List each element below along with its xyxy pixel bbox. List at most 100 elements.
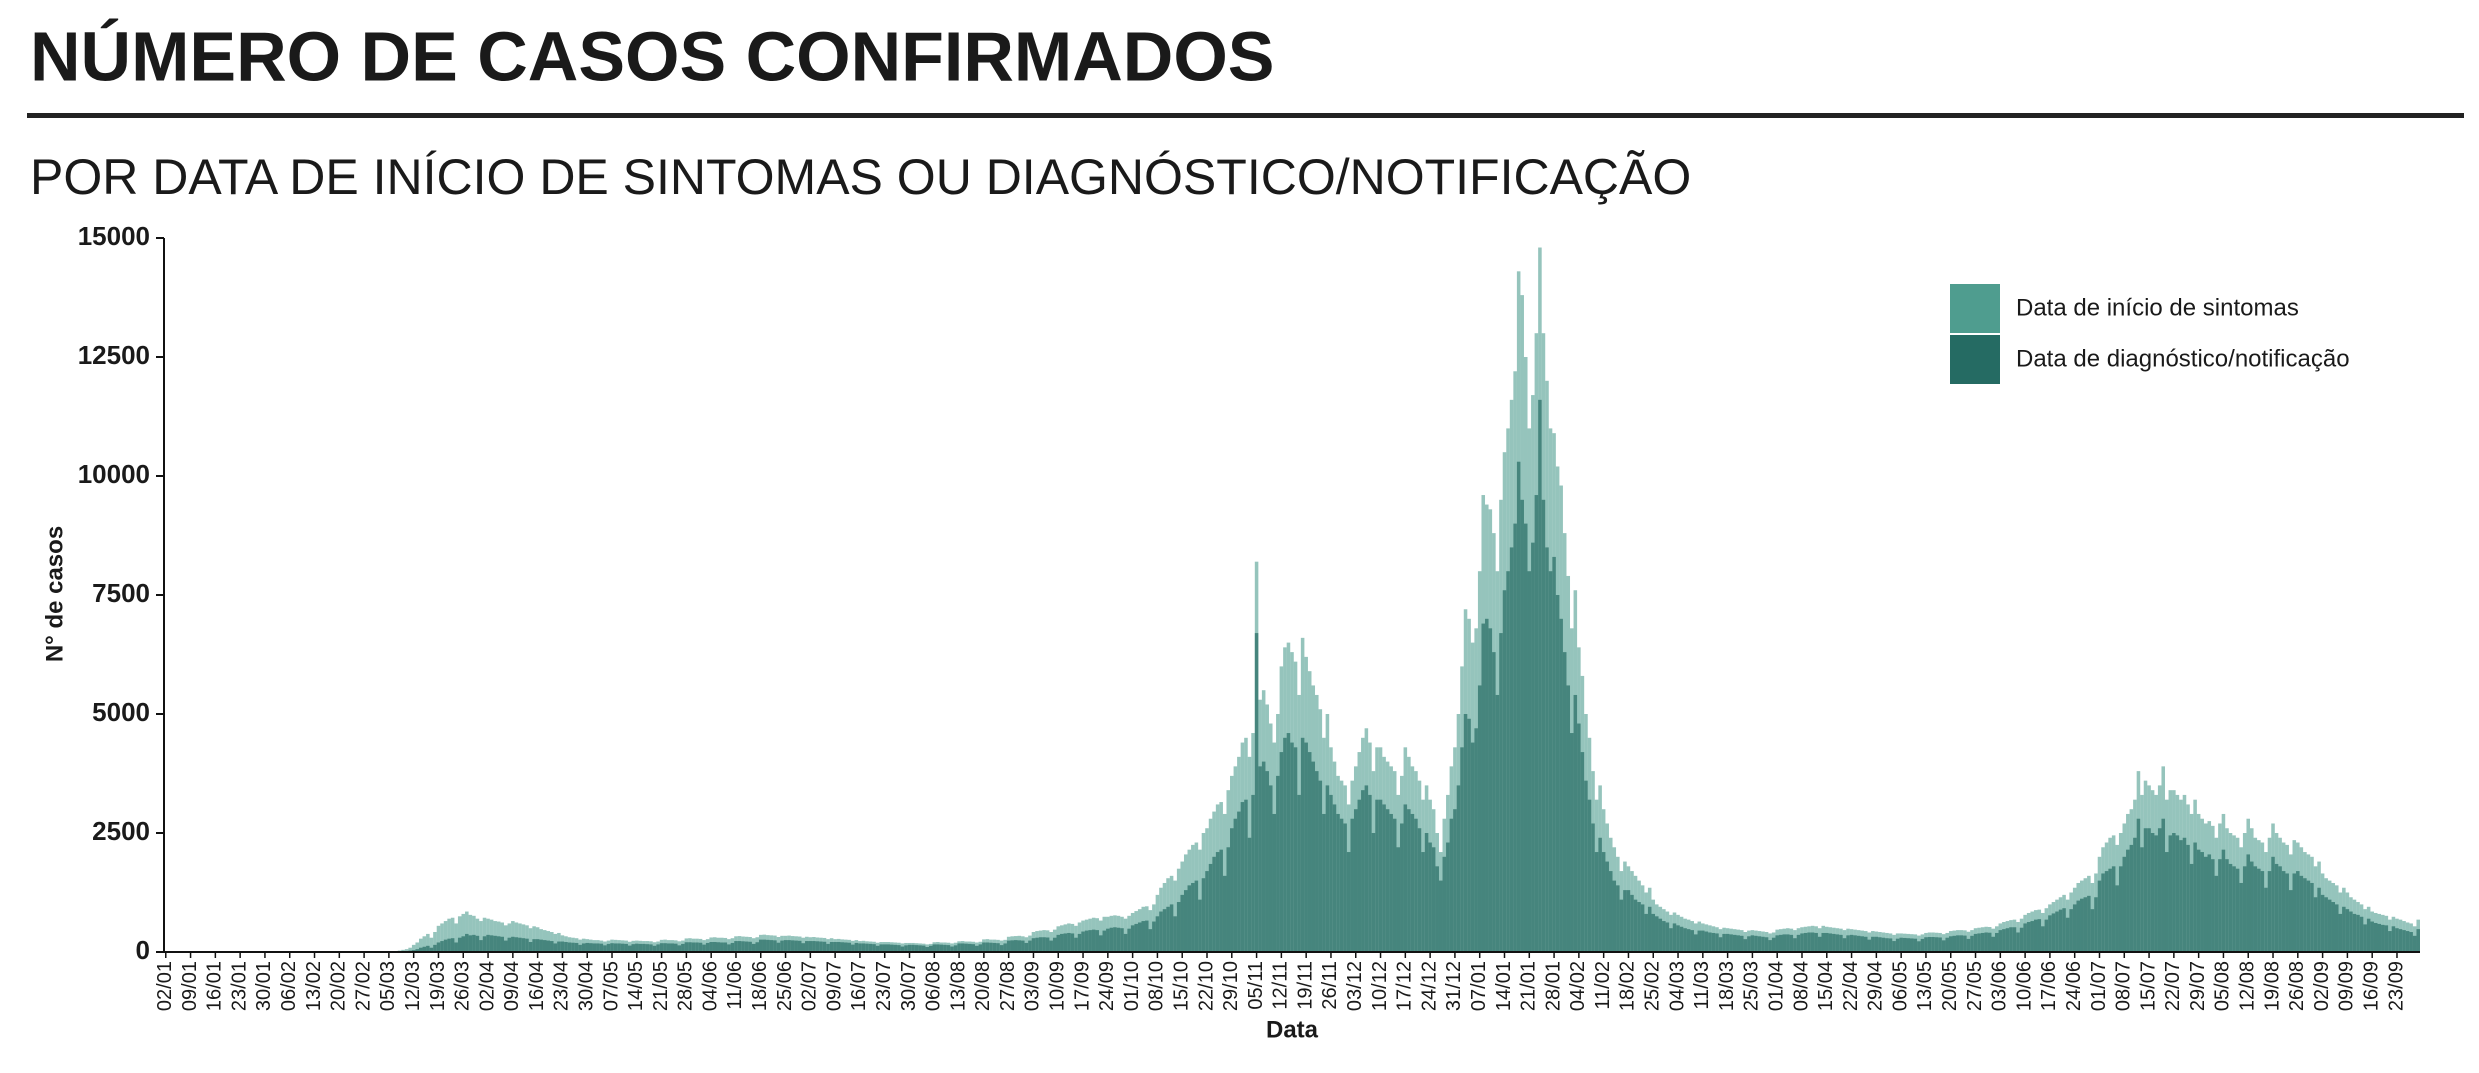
bar [1875, 937, 1879, 952]
bar [1103, 931, 1107, 952]
x-tick-label: 18/02 [1617, 961, 1639, 1011]
bar [508, 938, 512, 952]
bar [2303, 878, 2307, 952]
bar [1365, 785, 1369, 952]
bar [2176, 835, 2180, 952]
bar [1793, 938, 1797, 952]
bar [1000, 945, 1004, 952]
bar [1354, 809, 1358, 952]
bar [2307, 881, 2311, 952]
bar [1999, 930, 2003, 952]
bar [1577, 724, 1581, 952]
bar [1492, 652, 1496, 952]
bar [1860, 936, 1864, 952]
bar [1673, 923, 1677, 952]
bar [911, 945, 915, 952]
bar [2406, 931, 2410, 952]
bar [787, 940, 791, 952]
bar [1988, 933, 1992, 952]
bar [2236, 869, 2240, 952]
x-tick-label: 25/03 [1741, 961, 1763, 1011]
x-tick-label: 13/08 [947, 961, 969, 1011]
bar [2261, 871, 2265, 952]
bar [1846, 935, 1850, 952]
bar [518, 938, 522, 952]
bar [1556, 595, 1560, 952]
bar [1882, 938, 1886, 952]
bar [2052, 913, 2056, 952]
bar [1191, 883, 1195, 952]
bar [1219, 850, 1223, 952]
x-tick-label: 21/05 [650, 961, 672, 1011]
bar [2133, 838, 2137, 952]
bar [1241, 802, 1245, 952]
bar [989, 943, 993, 952]
bar [1825, 933, 1829, 952]
x-tick-label: 23/07 [873, 961, 895, 1011]
bar [1056, 935, 1060, 952]
bar [2101, 873, 2105, 952]
bar [2023, 923, 2027, 952]
bar [957, 943, 961, 952]
bar [2151, 833, 2155, 952]
bar [1202, 878, 1206, 952]
bar [1496, 695, 1500, 952]
bar [1712, 933, 1716, 952]
bar [1906, 938, 1910, 952]
bar [1563, 652, 1567, 952]
bar [1602, 852, 1606, 952]
x-tick-label: 06/02 [278, 961, 300, 1011]
bar [1807, 932, 1811, 952]
bar [550, 941, 554, 952]
bar [1800, 933, 1804, 952]
bar [1931, 937, 1935, 952]
x-tick-label: 15/07 [2137, 961, 2159, 1011]
bar [2370, 922, 2374, 952]
bar [709, 942, 713, 952]
bar [1163, 909, 1167, 952]
bar [1829, 933, 1833, 952]
bar [798, 941, 802, 952]
bar [1152, 922, 1156, 952]
bar [1255, 633, 1259, 952]
x-tick-label: 16/09 [2360, 961, 2382, 1011]
bar [458, 938, 462, 952]
bar [1283, 738, 1287, 952]
bar [2098, 881, 2102, 952]
bar [1145, 921, 1149, 952]
bar [1524, 524, 1528, 952]
bar [1574, 695, 1578, 952]
bar [1945, 938, 1949, 952]
bar [2034, 920, 2038, 952]
bar [2395, 928, 2399, 952]
bar [1765, 937, 1769, 952]
bar [759, 940, 763, 952]
bar [879, 944, 883, 952]
bar [2080, 899, 2084, 952]
bar [681, 944, 685, 952]
bar [1520, 500, 1524, 952]
bar [1336, 814, 1340, 952]
bar [600, 944, 604, 952]
bar [1549, 571, 1553, 952]
bar [1432, 847, 1436, 952]
bar [1428, 843, 1432, 952]
x-tick-label: 28/05 [675, 961, 697, 1011]
bar [1251, 795, 1255, 952]
bar [2165, 852, 2169, 952]
bar [894, 945, 898, 952]
bar [1598, 838, 1602, 952]
bar [1715, 933, 1719, 952]
bar [883, 944, 887, 952]
bar [2059, 910, 2063, 952]
bar [1857, 936, 1861, 952]
y-tick-label: 2500 [92, 816, 150, 846]
x-tick-label: 17/12 [1394, 961, 1416, 1011]
bar [490, 935, 494, 952]
bar [1651, 914, 1655, 952]
bar [1786, 934, 1790, 952]
bar [1418, 828, 1422, 952]
bar [2006, 928, 2010, 952]
bar [2069, 909, 2073, 952]
bar [2282, 871, 2286, 952]
